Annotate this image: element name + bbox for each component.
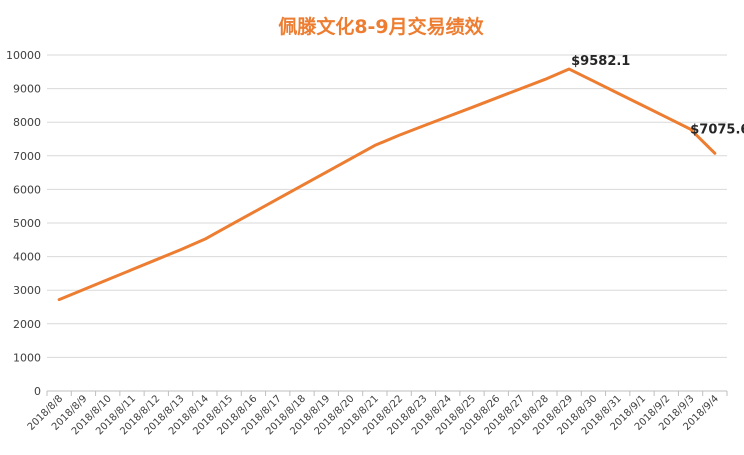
gridlines (47, 54, 727, 358)
series-layer (57, 67, 717, 302)
y-tick-label: 1000 (13, 351, 41, 364)
data-label: $9582.1 (571, 54, 630, 69)
data-label: $7075.6 (690, 122, 744, 137)
data-labels: $9582.1 $7075.6 (571, 54, 744, 137)
y-tick-label: 9000 (13, 83, 41, 96)
y-tick-label: 6000 (13, 183, 41, 196)
y-tick-label: 10000 (6, 49, 41, 62)
y-tick-label: 3000 (13, 284, 41, 297)
y-axis-tick-labels: 0 1000 2000 3000 4000 5000 6000 7000 8000 9000 100… (6, 49, 41, 398)
y-tick-label: 5000 (13, 217, 41, 230)
y-tick-label: 2000 (13, 318, 41, 331)
series-line (57, 67, 717, 302)
y-tick-label: 4000 (13, 251, 41, 264)
y-tick-label: 8000 (13, 116, 41, 129)
chart-title: 佩滕文化8-9月交易绩效 (278, 15, 483, 38)
y-tick-label: 7000 (13, 150, 41, 163)
y-tick-label: 0 (34, 385, 41, 398)
x-axis: 2018/8/82018/8/92018/8/102018/8/112018/8… (26, 390, 728, 437)
